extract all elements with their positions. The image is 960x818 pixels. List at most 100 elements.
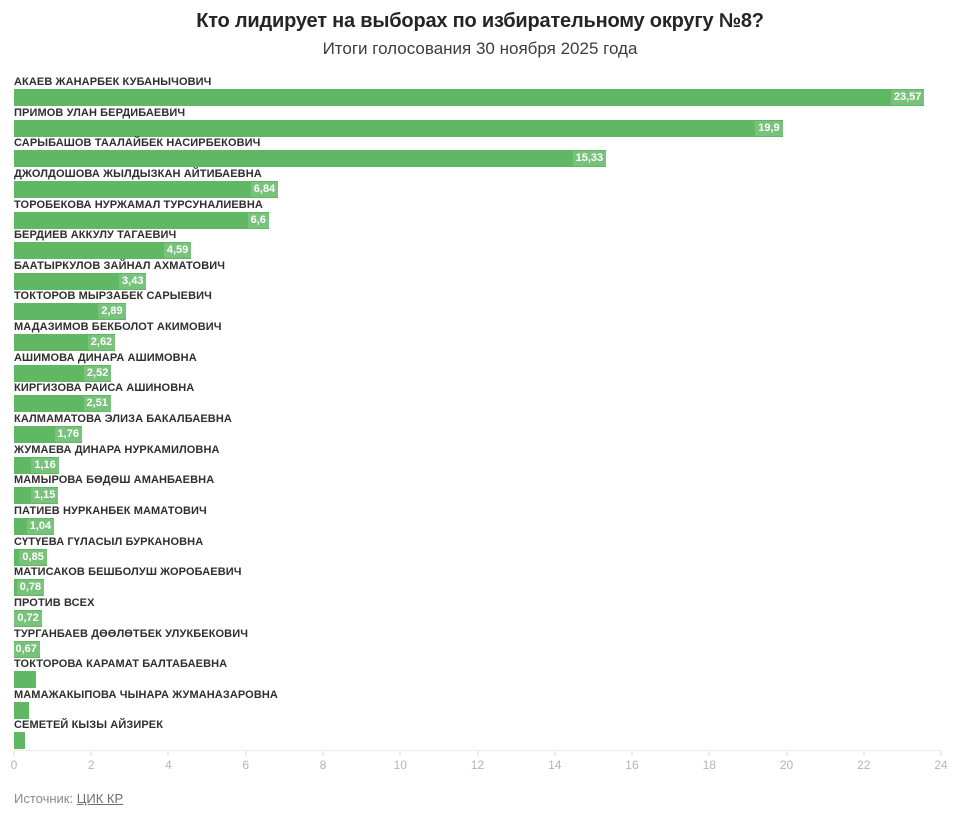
bar-row: МАМАЖАКЫПОВА ЧЫНАРА ЖУМАНАЗАРОВНА: [14, 689, 941, 720]
axis-tick-label: 22: [857, 758, 871, 773]
x-axis: 0 2 4 6 8 10 12 14 16 18 20 22 24: [11, 750, 948, 779]
bar-row: АШИМОВА ДИНАРА АШИМОВНА 2,52: [14, 352, 941, 383]
bar-row: МАМЫРОВА БӨДӨШ АМАНБАЕВНА 1,15: [14, 474, 941, 505]
source-link[interactable]: ЦИК КР: [76, 791, 124, 806]
candidate-name: ДЖОЛДОШОВА ЖЫЛДЫЗКАН АЙТИБАЕВНА: [14, 167, 262, 180]
bar-row: ТОКТОРОВ МЫРЗАБЕК САРЫЕВИЧ 2,89: [14, 290, 941, 321]
candidate-name: САРЫБАШОВ ТААЛАЙБЕК НАСИРБЕКОВИЧ: [14, 137, 261, 150]
axis-tick: [940, 751, 942, 757]
axis-tick: [399, 751, 401, 757]
axis-tick: [322, 751, 324, 757]
chart-header: Кто лидирует на выборах по избирательном…: [0, 0, 960, 59]
result-bar: [14, 671, 37, 689]
bar-value-label: 6,6: [247, 212, 269, 228]
bar-value-label: 1,15: [30, 488, 59, 504]
bar-value-label: 4,59: [163, 243, 192, 259]
candidate-name: МАМЫРОВА БӨДӨШ АМАНБАЕВНА: [14, 474, 215, 487]
bar-value-label: 1,76: [54, 427, 82, 443]
axis-tick: [167, 751, 169, 757]
bar-chart: АКАЕВ ЖАНАРБЕК КУБАНЫЧОВИЧ 23,57 ПРИМОВ УЛ…: [11, 76, 948, 779]
axis-tick: [477, 751, 478, 757]
candidate-name: МАТИСАКОВ БЕШБОЛУШ ЖОРОБАЕВИЧ: [14, 566, 242, 579]
result-bar: 19,9: [14, 119, 783, 137]
bar-value-label: 1,16: [31, 457, 59, 473]
bar-row: КАЛМАМАТОВА ЭЛИЗА БАКАЛБАЕВНА 1,76: [14, 413, 941, 444]
candidate-name: БЕРДИЕВ АККУЛУ ТАГАЕВИЧ: [14, 229, 177, 242]
result-bar: 3,43: [14, 272, 147, 290]
source-row: Источник: ЦИК КР: [14, 791, 123, 806]
chart-subtitle: Итоги голосования 30 ноября 2025 года: [322, 39, 638, 58]
result-bar: 1,16: [14, 456, 59, 474]
axis-tick: [554, 751, 556, 757]
candidate-name: ТОРОБЕКОВА НУРЖАМАЛ ТУРСУНАЛИЕВНА: [14, 198, 263, 211]
bar-value-label: 2,51: [83, 396, 111, 412]
result-bar: 6,6: [14, 211, 269, 229]
axis-tick: [90, 751, 92, 757]
axis-tick: [708, 751, 710, 757]
result-bar: 2,52: [14, 364, 112, 382]
result-bar: 0,78: [14, 579, 45, 597]
candidate-name: ПРИМОВ УЛАН БЕРДИБАЕВИЧ: [14, 106, 186, 119]
candidate-name: БААТЫРКУЛОВ ЗАЙНАЛ АХМАТОВИЧ: [14, 259, 226, 272]
bar-value-label: 23,57: [890, 90, 925, 105]
bar-row: АКАЕВ ЖАНАРБЕК КУБАНЫЧОВИЧ 23,57: [14, 76, 941, 107]
axis-tick: [786, 751, 787, 757]
bar-row: МАТИСАКОВ БЕШБОЛУШ ЖОРОБАЕВИЧ 0,78: [14, 566, 941, 597]
result-bar: 1,04: [14, 517, 55, 535]
source-label: Источник:: [14, 791, 74, 806]
candidate-name: АКАЕВ ЖАНАРБЕК КУБАНЫЧОВИЧ: [14, 76, 212, 88]
bar-row: ТУРГАНБАЕВ ДӨӨЛӨТБЕК УЛУКБЕКОВИЧ 0,67: [12, 627, 941, 659]
result-bar: 6,84: [14, 180, 279, 198]
axis-tick-label: 2: [87, 758, 95, 773]
bar-row: ДЖОЛДОШОВА ЖЫЛДЫЗКАН АЙТИБАЕВНА 6,84: [14, 168, 941, 199]
candidate-name: КИРГИЗОВА РАИСА АШИНОВНА: [14, 382, 195, 395]
bar-value-label: 15,33: [572, 151, 607, 167]
axis-tick-label: 6: [242, 758, 250, 773]
bar-value-label: 0,72: [14, 610, 42, 626]
candidate-name: ПАТИЕВ НУРКАНБЕК МАМАТОВИЧ: [14, 504, 207, 517]
candidate-name: АШИМОВА ДИНАРА АШИМОВНА: [14, 351, 197, 364]
candidate-name: МАМАЖАКЫПОВА ЧЫНАРА ЖУМАНАЗАРОВНА: [14, 688, 278, 701]
candidate-name: ТОКТОРОВ МЫРЗАБЕК САРЫЕВИЧ: [14, 290, 212, 303]
bar-value-label: 2,62: [87, 335, 116, 351]
bar-value-label: 0,78: [16, 580, 45, 596]
bar-row: СЕМЕТЕЙ КЫЗЫ АЙЗИРЕК: [14, 719, 941, 750]
bar-value-label: 0,67: [12, 641, 40, 657]
axis-tick-label: 24: [934, 758, 948, 773]
axis-tick: [631, 751, 633, 757]
bar-value-label: 3,43: [119, 273, 147, 289]
candidate-name: СҮТҮЕВА ГҮЛАСЫЛ БУРКАНОВНА: [14, 535, 204, 548]
axis-tick-label: 16: [625, 758, 639, 773]
bar-row: ТОКТОРОВА КАРАМАТ БАЛТАБАЕВНА: [14, 658, 941, 689]
bar-value-label: 0,85: [19, 549, 47, 565]
candidate-name: ТОКТОРОВА КАРАМАТ БАЛТАБАЕВНА: [14, 658, 228, 671]
bar-row: СҮТҮЕВА ГҮЛАСЫЛ БУРКАНОВНА 0,85: [14, 536, 941, 567]
result-bar: 1,76: [14, 426, 82, 444]
result-bar: 2,51: [14, 395, 111, 413]
candidate-name: ТУРГАНБАЕВ ДӨӨЛӨТБЕК УЛУКБЕКОВИЧ: [14, 627, 249, 640]
result-bar: 0,85: [14, 548, 47, 566]
bar-value-label: 19,9: [755, 120, 783, 136]
axis-tick-label: 14: [548, 758, 562, 773]
axis-tick-label: 12: [470, 758, 485, 773]
bar-row: ЖУМАЕВА ДИНАРА НУРКАМИЛОВНА 1,16: [14, 444, 941, 475]
bar-row: БААТЫРКУЛОВ ЗАЙНАЛ АХМАТОВИЧ 3,43: [14, 260, 941, 291]
result-bar: 4,59: [14, 242, 192, 260]
bar-row: МАДАЗИМОВ БЕКБОЛОТ АКИМОВИЧ 2,62: [14, 321, 941, 352]
bar-value-label: 2,89: [98, 304, 126, 320]
result-bar: 2,62: [14, 334, 116, 352]
bar-rows: АКАЕВ ЖАНАРБЕК КУБАНЫЧОВИЧ 23,57 ПРИМОВ УЛ…: [12, 76, 941, 750]
candidate-name: ЖУМАЕВА ДИНАРА НУРКАМИЛОВНА: [14, 443, 220, 456]
result-bar: 0,72: [14, 609, 42, 627]
candidate-name: ПРОТИВ ВСЕХ: [14, 596, 95, 609]
axis-tick: [245, 751, 247, 757]
bar-value-label: 6,84: [250, 181, 279, 197]
axis-tick-label: 10: [393, 758, 407, 773]
bar-row: ТОРОБЕКОВА НУРЖАМАЛ ТУРСУНАЛИЕВНА 6,6: [14, 199, 941, 230]
result-bar: 23,57: [14, 89, 925, 106]
bar-row: ПРОТИВ ВСЕХ 0,72: [14, 597, 941, 628]
bar-row: КИРГИЗОВА РАИСА АШИНОВНА 2,51: [14, 382, 941, 413]
bar-row: САРЫБАШОВ ТААЛАЙБЕК НАСИРБЕКОВИЧ 15,33: [14, 137, 941, 168]
bar-row: ПАТИЕВ НУРКАНБЕК МАМАТОВИЧ 1,04: [14, 505, 941, 536]
